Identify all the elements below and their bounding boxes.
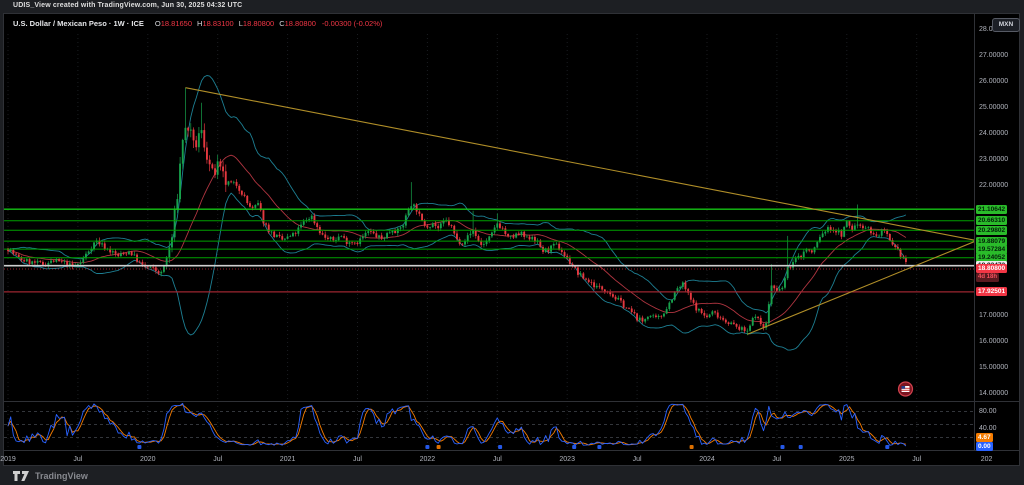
level-badge-20.66310[interactable]: 20.66310: [976, 216, 1008, 226]
time-tick-2019-2019: 2019: [0, 456, 16, 463]
price-tick-15.00000: 15.00000: [979, 364, 1009, 371]
price-tick-23.00000: 23.00000: [979, 156, 1009, 163]
level-badge-17.92501[interactable]: 17.92501: [976, 287, 1008, 297]
timeline-event-icon: [425, 445, 430, 449]
timeline-event-icon: [436, 445, 441, 449]
timeline-event-icon: [137, 445, 142, 449]
time-tick-Jul-2023.5: Jul: [632, 456, 642, 463]
tradingview-logo-icon[interactable]: [12, 470, 30, 482]
stoch-tick-80.00: 80.00: [979, 407, 997, 415]
event-flag-icon: [897, 381, 914, 397]
stoch-d-badge: 4.67: [976, 433, 993, 442]
watermark-text: UDIS_View created with TradingView.com, …: [13, 2, 243, 9]
bar-countdown-badge: 4d 18h: [976, 273, 1000, 283]
time-tick-2021-2021: 2021: [279, 456, 296, 463]
ohlc-value-C: 18.80800: [284, 19, 316, 28]
time-tick-2022-2022: 2022: [419, 456, 436, 463]
timeline-event-icon: [689, 445, 694, 449]
time-tick-Jul-2022.5: Jul: [492, 456, 502, 463]
time-tick-Jul-2021.5: Jul: [353, 456, 362, 463]
time-tick-Jul-2024.5: Jul: [772, 456, 782, 463]
ohlc-value-H: 18.83100: [202, 19, 234, 28]
timeline-event-icon: [885, 445, 890, 449]
price-tick-27.00000: 27.00000: [979, 52, 1009, 59]
stoch-tick-40.00: 40.00: [979, 424, 997, 432]
timeline-event-icon: [798, 445, 803, 449]
stochastic-pane: [4, 403, 974, 449]
timeline-event-icon: [597, 445, 602, 449]
ohlc-value-O: 18.81650: [160, 19, 193, 28]
symbol-title[interactable]: U.S. Dollar / Mexican Peso · 1W · ICE: [13, 19, 144, 28]
level-badge-21.10642[interactable]: 21.10642: [976, 204, 1008, 214]
level-badge-19.24052[interactable]: 19.24052: [976, 253, 1008, 263]
timeline-event-icon: [498, 445, 503, 449]
time-tick-Jul-2025.5: Jul: [912, 456, 922, 463]
ohlc-label-L: L: [238, 19, 243, 28]
main-pane: [4, 34, 974, 400]
stoch-k-badge: 0.00: [976, 442, 993, 451]
level-badge-20.29802[interactable]: 20.29802: [976, 225, 1008, 235]
price-tick-25.00000: 25.00000: [979, 104, 1009, 111]
ohlc-values: O18.81650 H18.83100 L18.80800 C18.80800: [150, 19, 316, 28]
currency-toggle-button[interactable]: MXN: [992, 18, 1020, 32]
price-tick-17.00000: 17.00000: [979, 312, 1009, 319]
level-badge-19.88079[interactable]: 19.88079: [976, 236, 1008, 246]
ohlc-value-L: 18.80800: [242, 19, 275, 28]
ohlc-label-O: O: [154, 19, 161, 28]
price-tick-22.00000: 22.00000: [979, 182, 1009, 189]
level-badge-19.57284[interactable]: 19.57284: [976, 244, 1008, 254]
price-tick-14.00000: 14.00000: [979, 390, 1009, 397]
price-tick-16.00000: 16.00000: [979, 338, 1009, 345]
time-tick-Jul-2019.5: Jul: [73, 456, 83, 463]
time-tick-202-2026: 202: [980, 456, 993, 463]
tradingview-brand-text[interactable]: TradingView: [35, 470, 88, 481]
footer-bar: TradingView: [0, 466, 1024, 485]
change-value: -0.00300 (-0.02%): [321, 19, 383, 28]
price-tick-26.00000: 26.00000: [979, 78, 1009, 85]
time-tick-2023-2023: 2023: [559, 456, 575, 463]
price-tick-24.00000: 24.00000: [979, 130, 1009, 137]
ohlc-label-C: C: [279, 19, 285, 28]
time-tick-2024-2024: 2024: [699, 456, 715, 463]
last-price-badge[interactable]: 18.80800: [976, 264, 1008, 274]
symbol-legend: U.S. Dollar / Mexican Peso · 1W · ICE O18…: [13, 19, 382, 28]
timeline-event-icon: [780, 445, 785, 449]
time-tick-Jul-2020.5: Jul: [213, 456, 223, 463]
timeline-event-icon: [572, 445, 577, 449]
time-tick-2020-2020: 2020: [140, 456, 156, 463]
time-tick-2025-2025: 2025: [839, 456, 855, 463]
ohlc-label-H: H: [197, 19, 203, 28]
